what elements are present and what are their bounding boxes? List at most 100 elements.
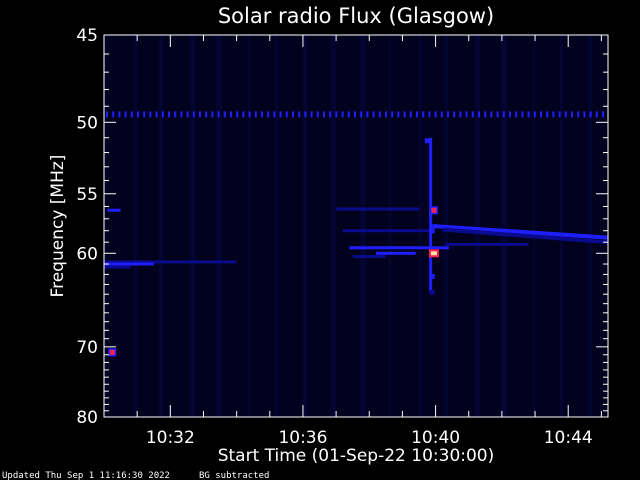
emission-band (104, 260, 237, 264)
background-stripe (104, 35, 106, 417)
emission-band (445, 242, 529, 246)
background-stripe (533, 35, 535, 417)
dashed-band-dash (106, 111, 108, 118)
dashed-band-dash (285, 111, 288, 118)
dashed-band-dash (230, 111, 232, 118)
burst-spot (429, 273, 435, 279)
dashed-band-dash (118, 111, 121, 118)
background-stripe (360, 35, 366, 417)
dashed-band-dash (354, 111, 356, 118)
y-tick-label: 70 (76, 338, 98, 358)
x-tick-label: 10:40 (411, 428, 460, 448)
background-stripe (588, 35, 592, 417)
plot-area (104, 35, 608, 417)
dashed-band-dash (459, 111, 462, 118)
dashed-band-dash (161, 111, 164, 118)
dashed-band-dash (143, 111, 146, 118)
dashed-band-dash (292, 111, 294, 118)
dashed-band-dash (304, 111, 307, 118)
dashed-band-dash (509, 111, 511, 118)
dashed-band-dash (360, 111, 363, 118)
burst-spot (429, 289, 435, 295)
dashed-band-dash (385, 111, 387, 118)
x-tick-label: 10:44 (544, 428, 593, 448)
dashed-band-dash (465, 111, 468, 118)
dashed-band-dash (316, 111, 319, 118)
dashed-band-dash (434, 111, 437, 118)
dashed-band-dash (335, 111, 338, 118)
updated-timestamp: Updated Thu Sep 1 11:16:30 2022 (2, 471, 170, 480)
dashed-band-dash (453, 111, 456, 118)
axes: 45 50 55 60 70 80 10:32 10:36 10:40 10:44 (76, 26, 609, 448)
dashed-band-dash (490, 111, 493, 118)
spectrogram-background-stripes (104, 35, 592, 417)
dashed-band-dash (484, 111, 487, 118)
background-stripe (134, 35, 137, 417)
dashed-band-dash (533, 111, 536, 118)
dashed-band-dash (602, 111, 604, 118)
dashed-band-dash (595, 111, 598, 118)
background-stripe (275, 35, 278, 417)
dashed-band-dash (180, 111, 183, 118)
background-stripe (190, 35, 195, 417)
dashed-band-dash (409, 111, 412, 118)
dashed-band-dash (254, 111, 257, 118)
dashed-band-dash (471, 111, 474, 118)
dashed-band-dash (502, 111, 505, 118)
dashed-band-dash (552, 111, 555, 118)
dashed-band-dash (261, 111, 263, 118)
background-stripe (216, 35, 222, 417)
burst-spot (429, 228, 435, 234)
dashed-band-dash (558, 111, 561, 118)
dashed-band-dash (168, 111, 170, 118)
dashed-band-dash (422, 111, 425, 118)
background-stripe (303, 35, 307, 417)
dashed-band-dash (447, 111, 449, 118)
dashed-band-dash (527, 111, 530, 118)
dashed-band-dash (540, 111, 542, 118)
dashed-band-dash (223, 111, 226, 118)
burst-peak (430, 251, 437, 256)
dashed-band-dash (236, 111, 239, 118)
background-stripe (475, 35, 480, 417)
dashed-band-dash (155, 111, 158, 118)
dashed-band-dash (478, 111, 480, 118)
x-tick-label: 10:36 (278, 428, 327, 448)
emission-band (104, 262, 154, 266)
y-tick-label: 80 (76, 408, 98, 428)
dashed-band-dash (397, 111, 400, 118)
emission-band (336, 207, 419, 211)
y-axis-label: Frequency [MHz] (48, 155, 68, 298)
vertical-burst (429, 137, 433, 293)
dashed-band-dash (577, 111, 580, 118)
dashed-band-dash (186, 111, 189, 118)
dashed-band-dash (242, 111, 245, 118)
dashed-band-dash (279, 111, 282, 118)
dashed-band-dash (273, 111, 276, 118)
dashed-band-dash (130, 111, 133, 118)
background-stripe (159, 35, 163, 417)
dashed-band-dash (174, 111, 177, 118)
dashed-band-dash (391, 111, 394, 118)
chart-title: Solar radio Flux (Glasgow) (218, 4, 494, 28)
dashed-band-dash (298, 111, 301, 118)
burst-spot (109, 349, 115, 355)
background-stripe (419, 35, 422, 417)
y-tick-label: 45 (76, 26, 98, 46)
burst-spot (431, 207, 437, 213)
emission-band (375, 251, 416, 255)
dashed-band-dash (564, 111, 567, 118)
background-stripe (331, 35, 336, 417)
dashed-band-dash (440, 111, 443, 118)
dashed-band-dash (112, 111, 115, 118)
drifting-burst (442, 227, 609, 245)
y-tick-label: 60 (76, 244, 98, 264)
background-stripe (389, 35, 391, 417)
dashed-band-dash (378, 111, 381, 118)
y-tick-label: 50 (76, 113, 98, 133)
dashed-band-dash (589, 111, 592, 118)
dashed-band-dash (515, 111, 518, 118)
bg-subtracted-note: BG subtracted (199, 471, 269, 480)
spectrogram-features (104, 111, 609, 357)
